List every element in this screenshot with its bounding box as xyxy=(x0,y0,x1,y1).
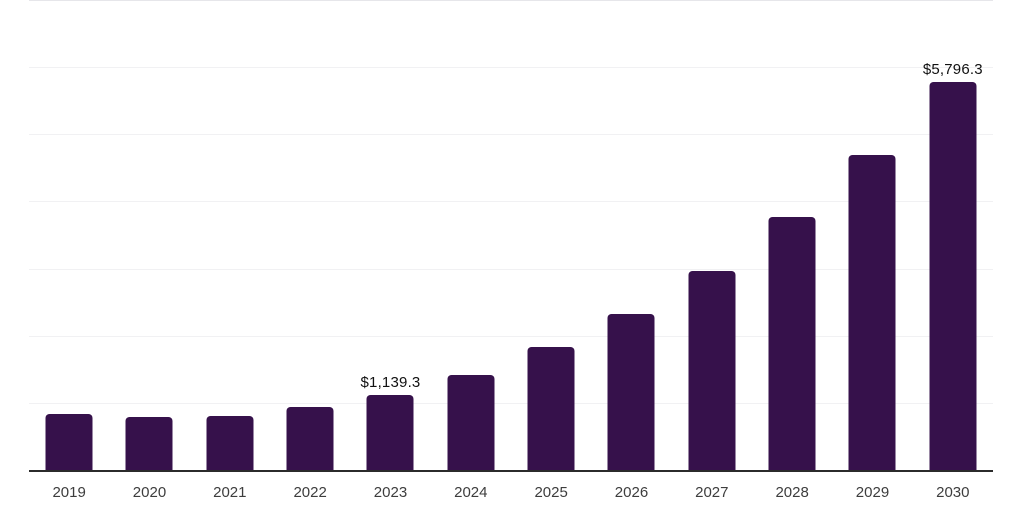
x-tick-label-2023: 2023 xyxy=(373,484,408,501)
x-tick-label-2021: 2021 xyxy=(213,484,247,501)
bar-slot-2019 xyxy=(29,1,109,471)
x-tick-label-2025: 2025 xyxy=(534,484,568,501)
gridline xyxy=(29,335,993,337)
x-axis: 2019 2020 2021 2022 2023 2024 2025 2026 2027 2028… xyxy=(29,485,993,505)
bar-2027 xyxy=(688,270,736,471)
bar-2023 xyxy=(366,394,414,471)
gridline xyxy=(29,201,993,203)
bar-2021 xyxy=(206,415,254,471)
gridline-top xyxy=(29,0,993,1)
bar-slot-2022 xyxy=(270,1,350,471)
bar-2019 xyxy=(45,414,93,471)
x-tick-label-2028: 2028 xyxy=(775,484,809,501)
bar-slot-2026 xyxy=(591,1,671,471)
bar-slot-2027 xyxy=(672,1,752,471)
bar-2022 xyxy=(286,406,334,471)
bar-2024 xyxy=(447,374,495,471)
bar-slot-2025 xyxy=(511,1,591,471)
bar-2026 xyxy=(607,313,655,471)
bar-slot-2029 xyxy=(832,1,912,471)
gridline xyxy=(29,134,993,136)
x-tick-label-2024: 2024 xyxy=(454,484,488,501)
bar-slot-2024 xyxy=(431,1,511,471)
gridline xyxy=(29,268,993,270)
gridline xyxy=(29,67,993,69)
bar-2029 xyxy=(848,154,896,471)
bar-slot-2020 xyxy=(109,1,189,471)
bar-2028 xyxy=(768,216,816,471)
x-tick-label-2030: 2030 xyxy=(936,484,970,501)
bar-slot-2030: $5,796.3 xyxy=(913,1,993,471)
bar-slot-2028 xyxy=(752,1,832,471)
bar-2025 xyxy=(527,347,575,471)
data-label-2030: $5,796.3 xyxy=(922,60,983,78)
x-tick-label-2020: 2020 xyxy=(132,484,167,501)
bar-slot-2021 xyxy=(190,1,270,471)
x-axis-line xyxy=(29,470,993,472)
bar-2020 xyxy=(125,417,173,471)
x-tick-label-2026: 2026 xyxy=(614,484,649,501)
gridline xyxy=(29,402,993,404)
bar-slot-2023: $1,139.3 xyxy=(350,1,430,471)
x-tick-label-2027: 2027 xyxy=(695,484,729,501)
data-label-2023: $1,139.3 xyxy=(360,373,421,391)
plot-area: $1,139.3 $5,796.3 xyxy=(29,0,993,472)
x-tick-label-2022: 2022 xyxy=(293,484,327,501)
x-tick-label-2019: 2019 xyxy=(52,484,86,501)
x-tick-label-2029: 2029 xyxy=(855,484,890,501)
bar-2030 xyxy=(929,81,977,471)
